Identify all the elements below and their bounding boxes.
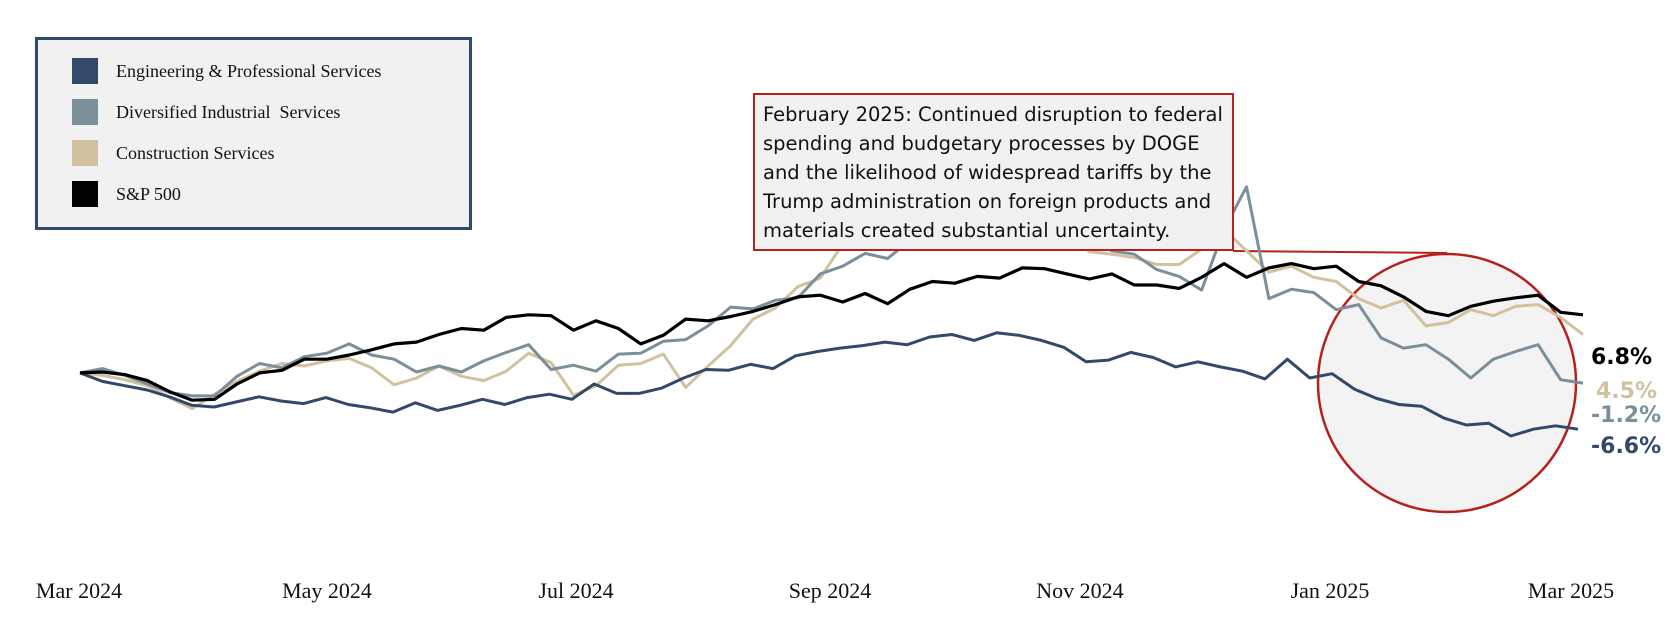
end-label-layer: 6.8% 4.5%-1.2% -6.6% xyxy=(1591,345,1661,459)
legend: Engineering & Professional Services Dive… xyxy=(35,37,472,230)
x-tick-label: Nov 2024 xyxy=(1036,578,1123,603)
end-label-construction: 4.5% xyxy=(1596,379,1657,404)
annotation-line: spending and budgetary processes by DOGE xyxy=(763,132,1200,155)
annotation-line: materials created substantial uncertaint… xyxy=(763,219,1171,242)
legend-swatch-construction xyxy=(72,140,98,166)
annotation-line: February 2025: Continued disruption to f… xyxy=(763,103,1223,126)
legend-label-construction: Construction Services xyxy=(116,142,275,163)
series-line-sp500 xyxy=(79,262,1584,402)
callout-connector xyxy=(1232,250,1448,254)
x-tick-label: Sep 2024 xyxy=(789,578,872,603)
legend-item-sp500: S&P 500 xyxy=(72,181,181,207)
legend-item-engineering: Engineering & Professional Services xyxy=(72,58,381,84)
legend-item-diversified: Diversified Industrial Services xyxy=(72,99,340,125)
highlight-circle xyxy=(1316,252,1578,514)
legend-label-sp500: S&P 500 xyxy=(116,183,181,204)
legend-swatch-diversified xyxy=(72,99,98,125)
x-tick-label: May 2024 xyxy=(282,578,372,603)
end-label-diversified: -1.2% xyxy=(1591,403,1661,428)
end-label-sp500: 6.8% xyxy=(1591,345,1652,370)
highlight-layer xyxy=(1232,250,1578,514)
x-tick-label: Jul 2024 xyxy=(538,578,613,603)
x-tick-label: Mar 2024 xyxy=(36,578,122,603)
legend-swatch-engineering xyxy=(72,58,98,84)
end-label-engineering: -6.6% xyxy=(1591,434,1661,459)
x-axis-ticks: Mar 2024 May 2024 Jul 2024 Sep 2024 Nov 2024… xyxy=(36,578,1614,603)
legend-label-diversified: Diversified Industrial Services xyxy=(116,101,341,122)
annotation-line: Trump administration on foreign products… xyxy=(763,190,1212,213)
series-layer xyxy=(79,185,1584,438)
legend-item-construction: Construction Services xyxy=(72,140,274,166)
annotation-box: February 2025: Continued disruption to f… xyxy=(753,93,1234,251)
series-line-diversified xyxy=(79,185,1584,398)
annotation-line: and the likelihood of widespread tariffs… xyxy=(763,161,1212,184)
legend-label-engineering: Engineering & Professional Services xyxy=(116,60,382,81)
x-tick-label: Jan 2025 xyxy=(1291,578,1370,603)
series-line-engineering xyxy=(79,331,1579,438)
legend-swatch-sp500 xyxy=(72,181,98,207)
x-tick-label: Mar 2025 xyxy=(1528,578,1614,603)
series-line-construction xyxy=(79,206,1584,411)
